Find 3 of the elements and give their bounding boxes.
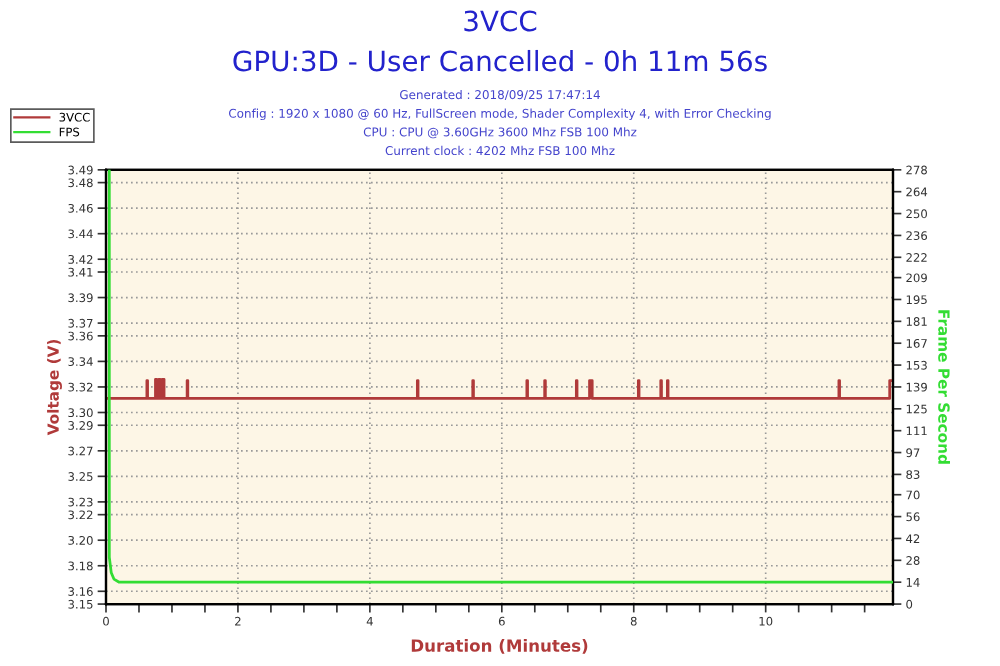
chart-title: 3VCC bbox=[464, 10, 537, 32]
x-axis-title: Duration (Minutes) bbox=[411, 638, 588, 654]
chart-subtitle: GPU:3D - User Cancelled - 0h 11m 56s bbox=[233, 49, 767, 72]
